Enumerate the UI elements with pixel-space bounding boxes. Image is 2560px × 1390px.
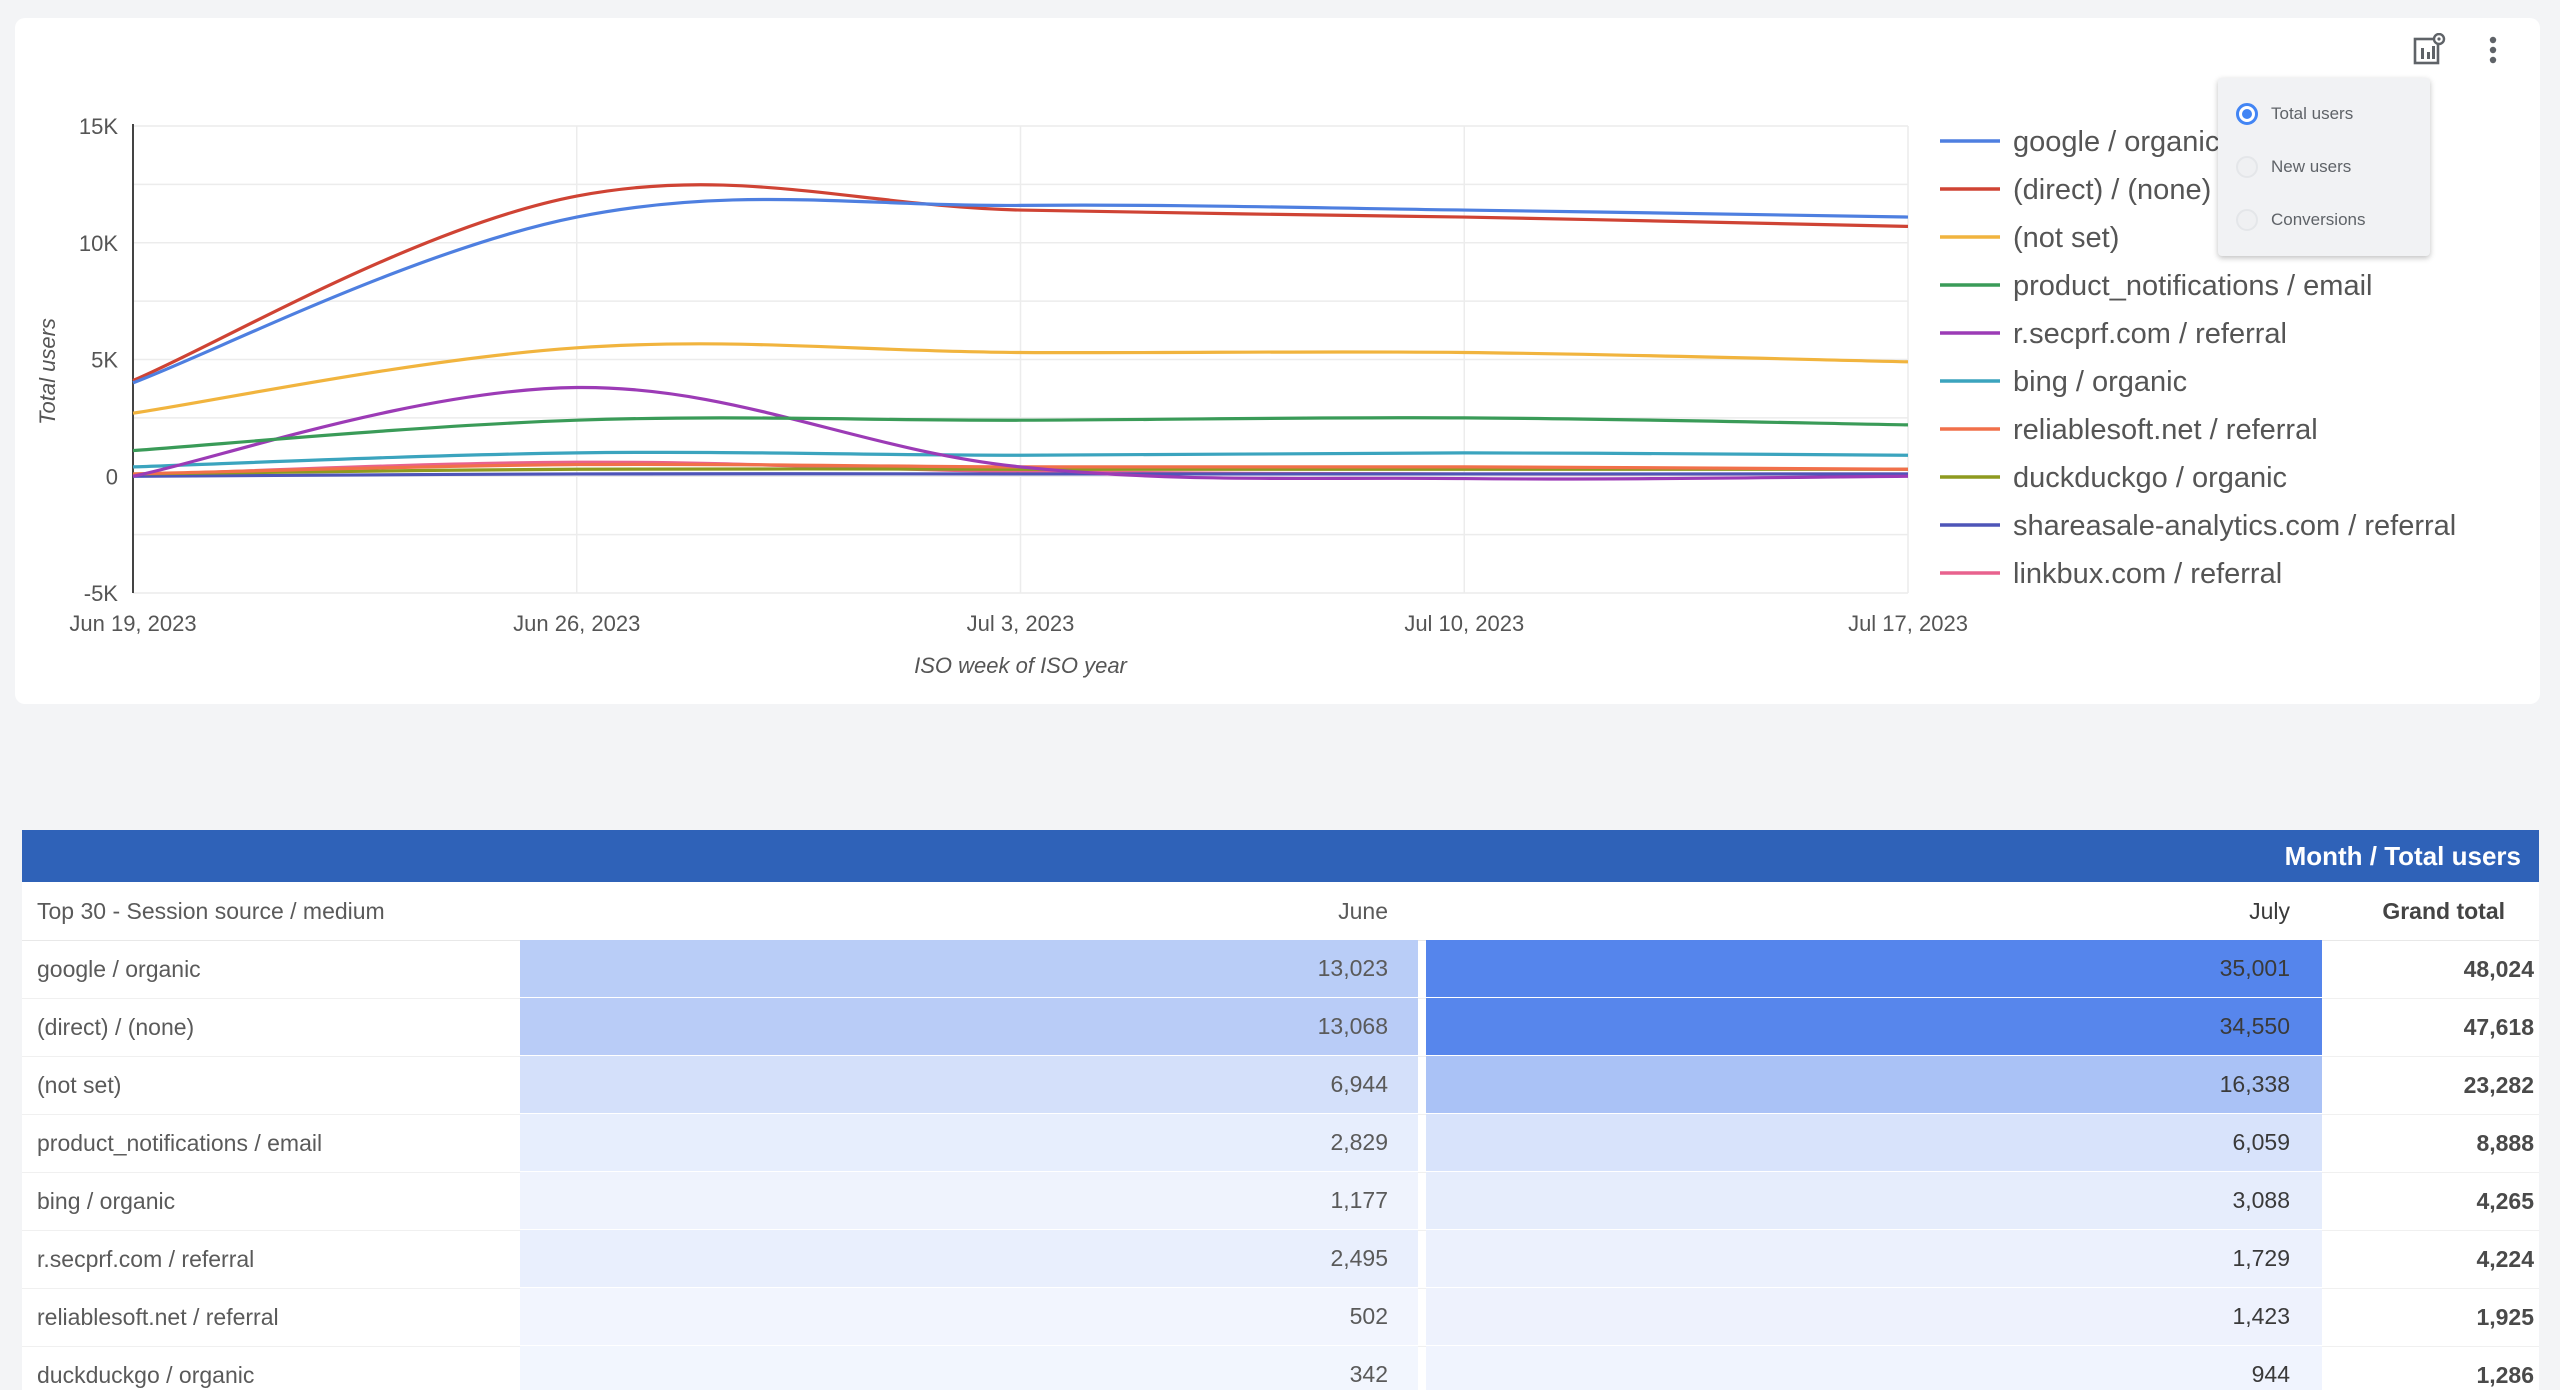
metric-option-new-users[interactable]: New users: [2218, 145, 2430, 189]
y-tick-label: 15K: [79, 114, 118, 139]
y-axis-title: Total users: [35, 318, 60, 425]
metric-option-label: Total users: [2271, 104, 2354, 123]
radio-checked-icon[interactable]: [2236, 103, 2258, 125]
row-grand-total: 1,286: [2476, 1361, 2534, 1388]
y-tick-label: 5K: [91, 348, 118, 373]
more-vert-icon[interactable]: [2471, 28, 2515, 72]
table-row[interactable]: bing / organic 1,177 3,088 4,265: [22, 1172, 2539, 1231]
row-june-value: 1,177: [520, 1172, 1418, 1229]
y-tick-label: -5K: [84, 581, 119, 606]
row-july-value: 6,059: [1426, 1114, 2322, 1171]
metric-option-label: Conversions: [2271, 210, 2366, 229]
row-source: r.secprf.com / referral: [37, 1245, 255, 1272]
series-line[interactable]: [132, 197, 1909, 385]
row-july-value: 1,423: [1426, 1288, 2322, 1345]
row-june-value: 342: [520, 1346, 1418, 1390]
row-grand-total: 4,224: [2476, 1245, 2534, 1272]
row-june-value: 13,068: [520, 998, 1418, 1055]
legend-item-label[interactable]: bing / organic: [2013, 366, 2187, 398]
pivot-table: Top 30 - Session source / medium June Ju…: [22, 882, 2539, 1390]
radio-unchecked-icon[interactable]: [2236, 209, 2258, 231]
legend-item-label[interactable]: product_notifications / email: [2013, 270, 2372, 302]
table-row[interactable]: google / organic 13,023 35,001 48,024: [22, 940, 2539, 999]
table-row[interactable]: duckduckgo / organic 342 944 1,286: [22, 1346, 2539, 1390]
series-line[interactable]: [132, 472, 1908, 478]
row-grand-total: 23,282: [2463, 1071, 2534, 1098]
row-source: duckduckgo / organic: [37, 1361, 255, 1388]
row-july-value: 3,088: [1426, 1172, 2322, 1229]
row-june-value: 2,829: [520, 1114, 1418, 1171]
metric-option-conversions[interactable]: Conversions: [2218, 198, 2430, 242]
series-line[interactable]: [132, 416, 1909, 453]
row-grand-total: 1,925: [2476, 1303, 2534, 1330]
table-row[interactable]: (direct) / (none) 13,068 34,550 47,618: [22, 998, 2539, 1057]
legend-item-label[interactable]: shareasale-analytics.com / referral: [2013, 510, 2456, 542]
legend-item-label[interactable]: r.secprf.com / referral: [2013, 318, 2287, 350]
row-june-value: 6,944: [520, 1056, 1418, 1113]
row-june-value: 2,495: [520, 1230, 1418, 1287]
row-source: (not set): [37, 1071, 122, 1098]
column-header-june[interactable]: June: [1338, 897, 1388, 924]
y-tick-label: 10K: [79, 231, 118, 256]
x-tick-label: Jul 10, 2023: [1404, 611, 1524, 636]
column-header-grand-total[interactable]: Grand total: [2382, 897, 2505, 924]
legend-item-label[interactable]: duckduckgo / organic: [2013, 462, 2287, 494]
row-grand-total: 4,265: [2476, 1187, 2534, 1214]
legend-item-label[interactable]: linkbux.com / referral: [2013, 558, 2282, 590]
row-source: (direct) / (none): [37, 1013, 195, 1040]
x-tick-label: Jul 17, 2023: [1848, 611, 1968, 636]
metric-option-label: New users: [2271, 157, 2352, 176]
row-grand-total: 47,618: [2463, 1013, 2534, 1040]
legend-item-label[interactable]: (direct) / (none): [2013, 174, 2211, 206]
row-july-value: 16,338: [1426, 1056, 2322, 1113]
metric-option-total-users[interactable]: Total users: [2218, 92, 2430, 136]
legend-item-label[interactable]: (not set): [2013, 222, 2119, 254]
column-header-source[interactable]: Top 30 - Session source / medium: [37, 897, 385, 924]
row-june-value: 13,023: [520, 940, 1418, 997]
chart-card: -5K 0 5K 10K 15K Jun 19, 2023 Jun 26, 2023 Jul …: [15, 18, 2540, 704]
table-row[interactable]: product_notifications / email 2,829 6,059 8…: [22, 1114, 2539, 1173]
metric-selector-menu: Total users New users Conversions: [2218, 78, 2430, 256]
legend-item-label[interactable]: google / organic: [2013, 126, 2219, 158]
series-line[interactable]: [132, 467, 1908, 476]
row-source: google / organic: [37, 955, 201, 982]
series-line[interactable]: [132, 183, 1909, 382]
x-tick-label: Jun 26, 2023: [513, 611, 640, 636]
row-july-value: 35,001: [1426, 940, 2322, 997]
series-line[interactable]: [132, 342, 1909, 415]
x-tick-label: Jun 19, 2023: [69, 611, 196, 636]
table-row[interactable]: r.secprf.com / referral 2,495 1,729 4,224: [22, 1230, 2539, 1289]
x-axis-title: ISO week of ISO year: [914, 653, 1128, 678]
table-header-row: Top 30 - Session source / medium June Ju…: [22, 882, 2539, 941]
table-row[interactable]: reliablesoft.net / referral 502 1,423 1,925: [22, 1288, 2539, 1347]
row-july-value: 34,550: [1426, 998, 2322, 1055]
row-source: product_notifications / email: [37, 1129, 323, 1156]
radio-unchecked-icon[interactable]: [2236, 156, 2258, 178]
row-source: reliablesoft.net / referral: [37, 1303, 279, 1330]
row-grand-total: 8,888: [2476, 1129, 2534, 1156]
line-chart: -5K 0 5K 10K 15K Jun 19, 2023 Jun 26, 2023 Jul …: [35, 114, 2456, 678]
row-june-value: 502: [520, 1288, 1418, 1345]
row-july-value: 944: [1426, 1346, 2322, 1390]
row-july-value: 1,729: [1426, 1230, 2322, 1287]
table-row[interactable]: (not set) 6,944 16,338 23,282: [22, 1056, 2539, 1115]
legend-item-label[interactable]: reliablesoft.net / referral: [2013, 414, 2318, 446]
column-header-july[interactable]: July: [2249, 897, 2290, 924]
row-grand-total: 48,024: [2463, 955, 2534, 982]
series-line[interactable]: [132, 385, 1909, 481]
x-tick-label: Jul 3, 2023: [967, 611, 1075, 636]
y-tick-label: 0: [106, 464, 118, 489]
chart-settings-icon[interactable]: [2407, 28, 2451, 72]
pivot-header-title: Month / Total users: [2284, 840, 2521, 871]
pivot-table-header: Month / Total users: [22, 830, 2539, 882]
series-line[interactable]: [132, 450, 1909, 469]
row-source: bing / organic: [37, 1187, 176, 1214]
